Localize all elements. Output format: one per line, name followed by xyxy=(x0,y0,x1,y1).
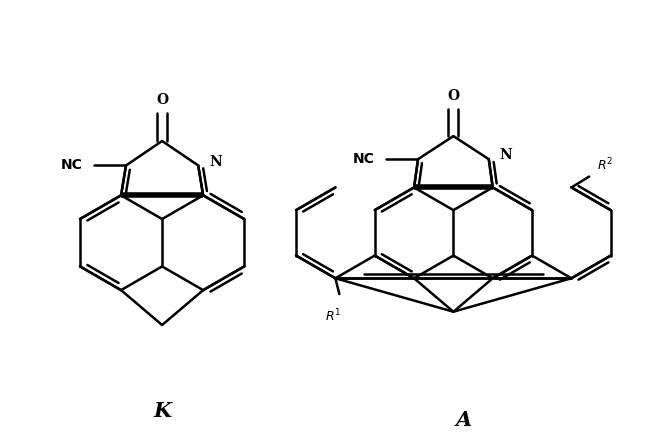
Text: A: A xyxy=(455,411,472,431)
Text: N: N xyxy=(499,148,512,162)
Text: NC: NC xyxy=(353,152,375,166)
Text: O: O xyxy=(447,89,459,103)
Text: NC: NC xyxy=(61,159,83,172)
Text: N: N xyxy=(210,155,222,168)
Text: K: K xyxy=(153,400,171,420)
Text: $R^2$: $R^2$ xyxy=(597,156,613,173)
Text: $R^1$: $R^1$ xyxy=(325,307,342,324)
Text: O: O xyxy=(156,93,168,107)
